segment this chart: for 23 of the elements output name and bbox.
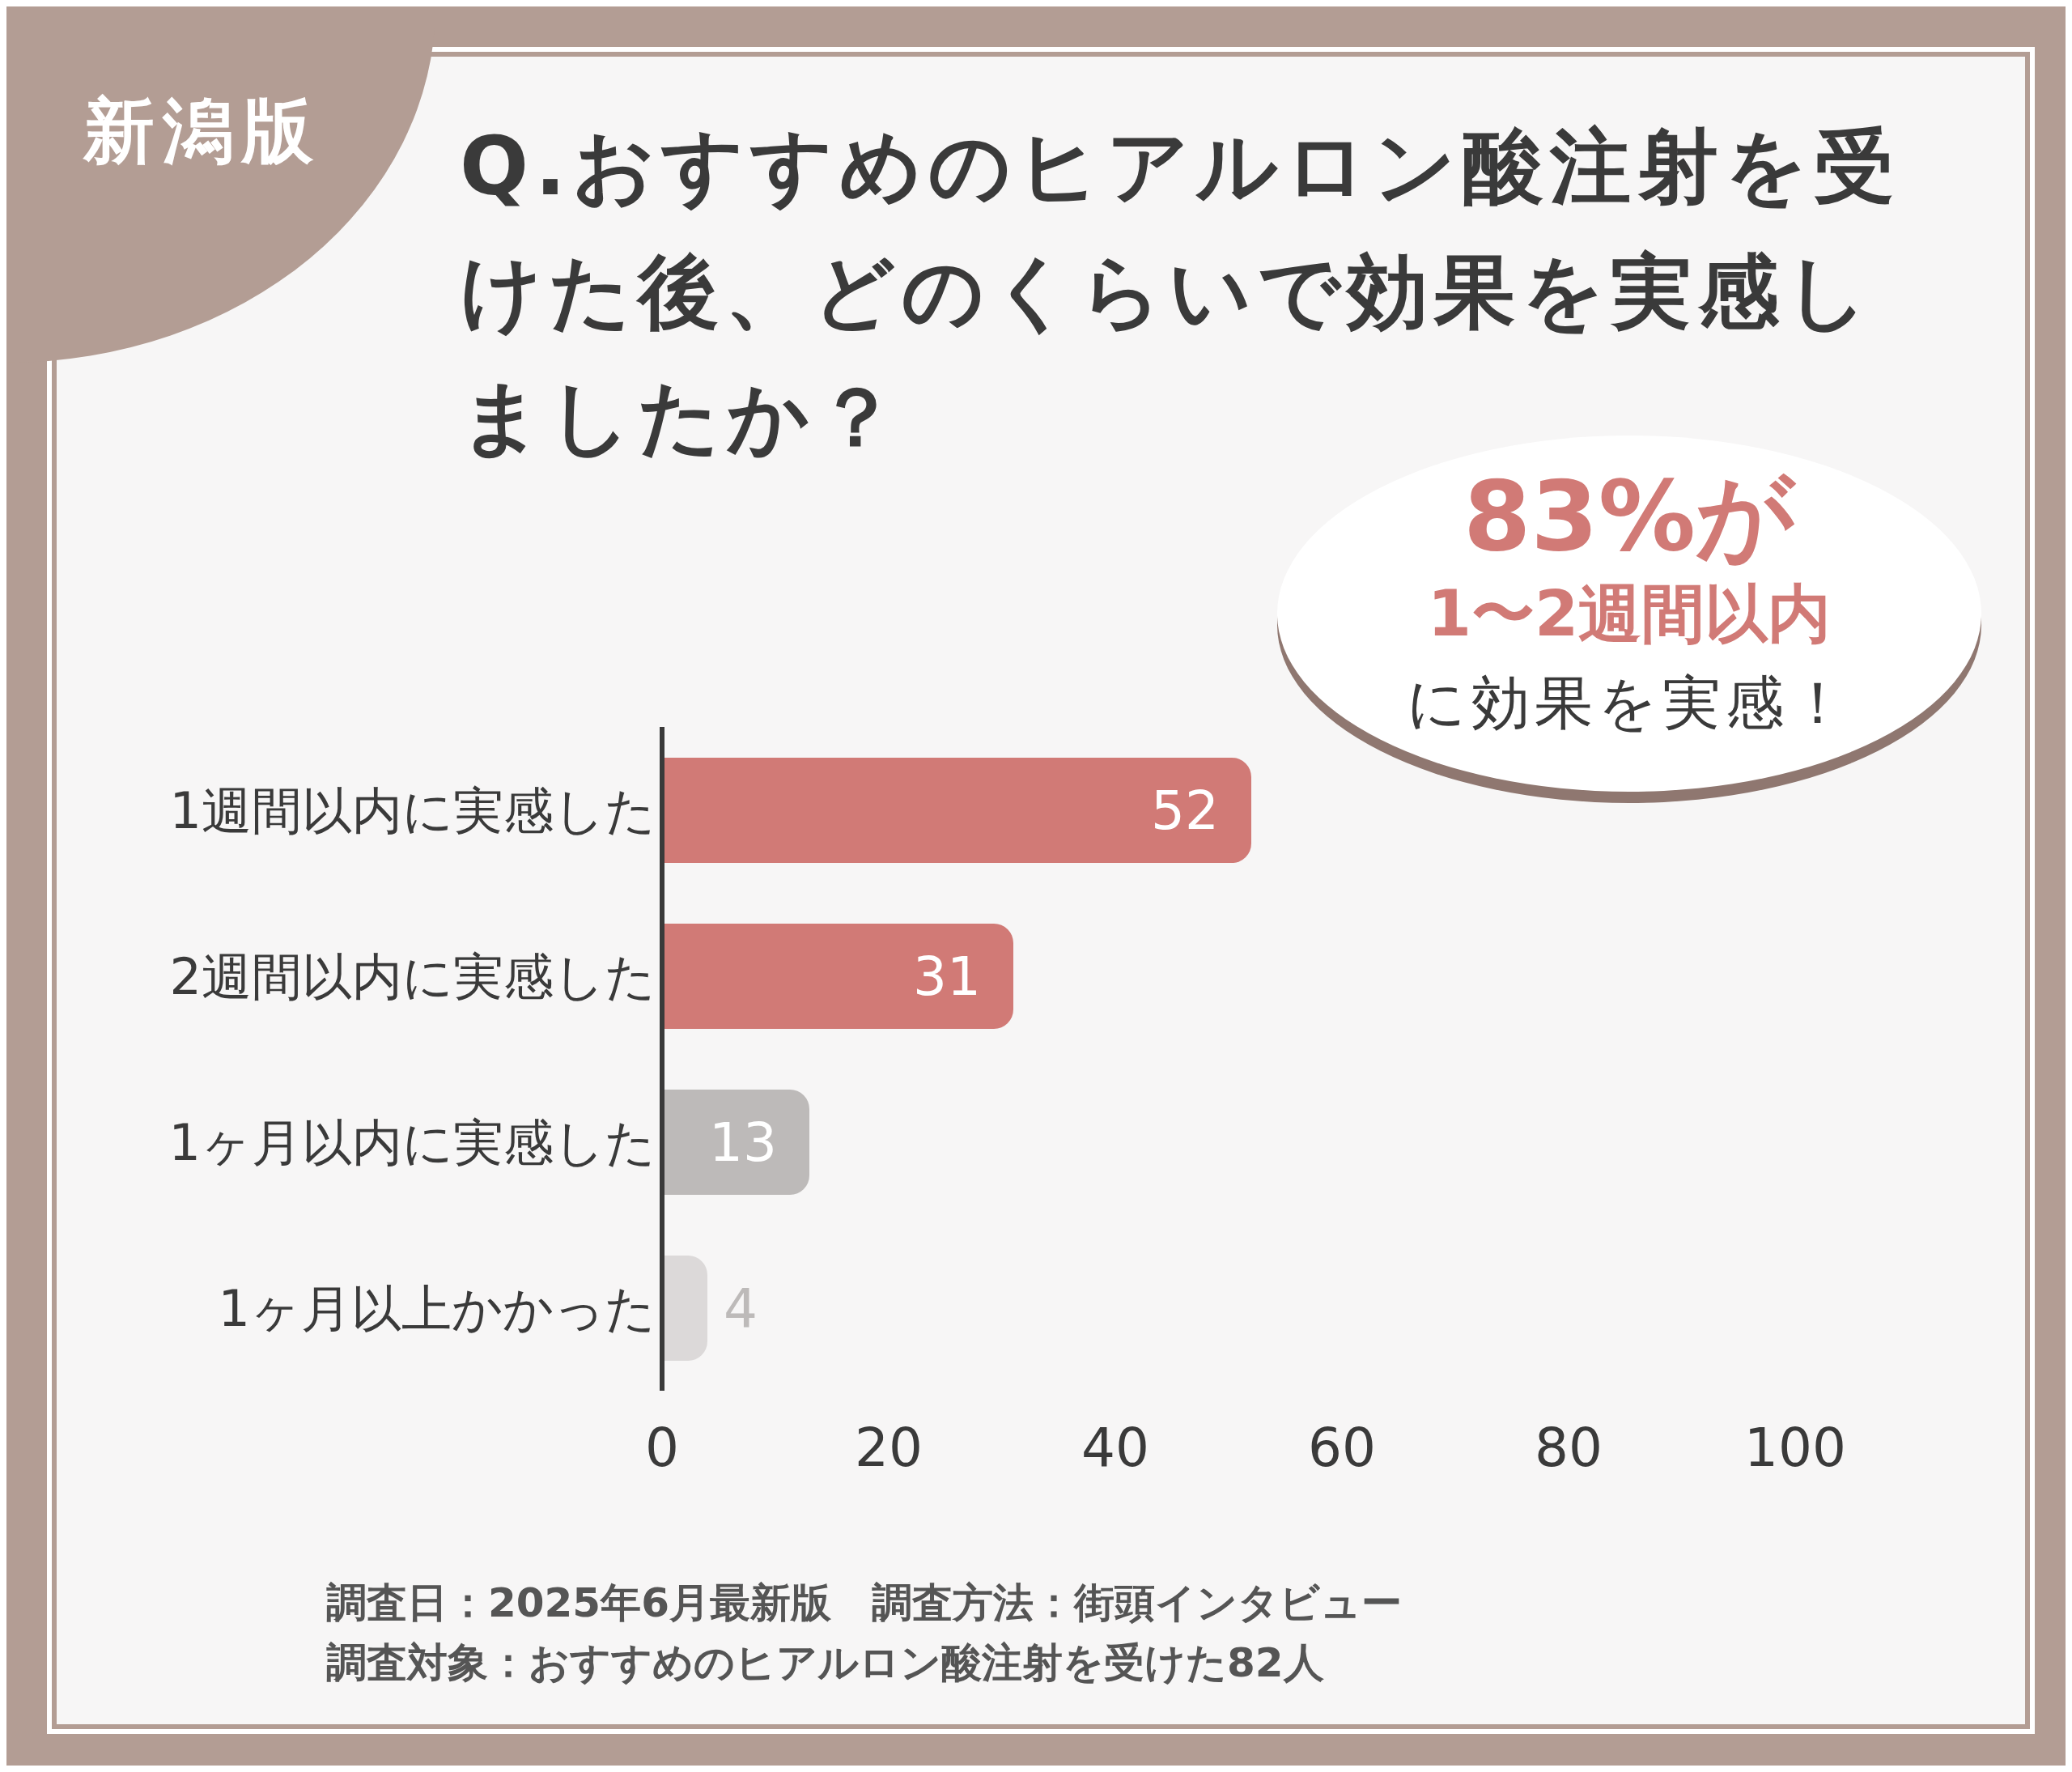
bar xyxy=(662,1090,809,1195)
y-tick-label: 1ヶ月以内に実感した xyxy=(168,1112,656,1172)
data-label: 31 xyxy=(913,945,981,1009)
annotation: に効果を実感！ xyxy=(1406,668,1853,738)
bar xyxy=(662,758,1251,863)
bar xyxy=(662,924,1013,1029)
x-tick-label: 0 xyxy=(645,1416,679,1479)
text: 調査日：2025年6月最新版 調査方法：街頭インタビュー xyxy=(326,1579,1402,1628)
text: 1〜2週間以内 xyxy=(1427,577,1832,650)
x-tick-label: 80 xyxy=(1535,1416,1603,1479)
x-tick-label: 40 xyxy=(1081,1416,1149,1479)
text: 調査対象：おすすめのヒアルロン酸注射を受けた82人 xyxy=(326,1638,1325,1688)
data-label: 4 xyxy=(724,1277,758,1341)
text: 新潟版 xyxy=(83,88,321,174)
data-label: 13 xyxy=(709,1111,777,1175)
x-tick-label: 60 xyxy=(1308,1416,1376,1479)
y-tick-label: 1週間以内に実感した xyxy=(169,780,656,840)
data-label: 52 xyxy=(1151,780,1219,843)
y-tick-label: 2週間以内に実感した xyxy=(169,946,656,1006)
y-tick-label: 1ヶ月以上かかった xyxy=(218,1278,656,1338)
bar xyxy=(662,1256,707,1361)
x-tick-label: 100 xyxy=(1744,1416,1846,1479)
x-tick-label: 20 xyxy=(855,1416,923,1479)
